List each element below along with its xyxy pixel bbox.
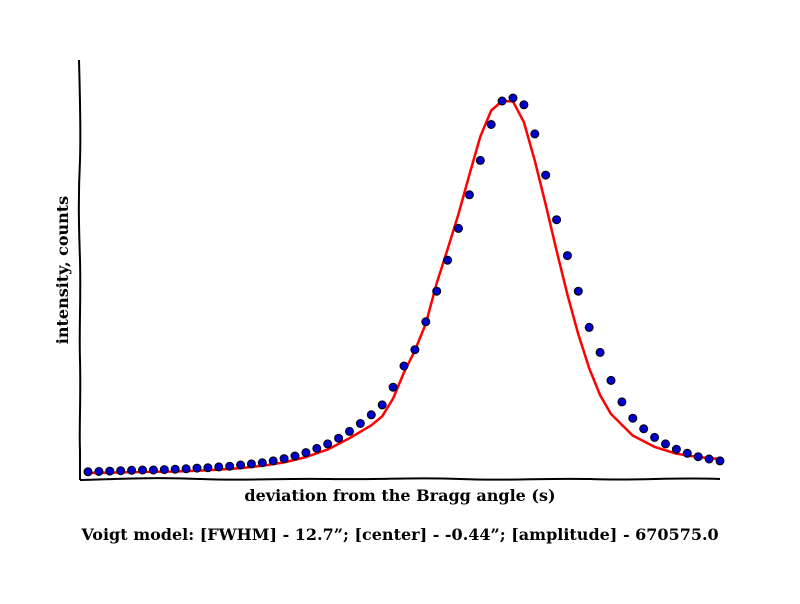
data-point bbox=[388, 382, 398, 392]
data-point bbox=[704, 454, 714, 464]
data-point bbox=[606, 375, 616, 385]
data-point bbox=[334, 433, 344, 443]
x-axis-title: deviation from the Bragg angle (s) bbox=[244, 486, 555, 505]
data-point bbox=[595, 347, 605, 357]
data-point bbox=[497, 96, 507, 106]
data-point bbox=[203, 463, 213, 473]
x-axis-line bbox=[79, 477, 721, 481]
data-point bbox=[225, 461, 235, 471]
data-point bbox=[170, 464, 180, 474]
data-point bbox=[486, 120, 496, 129]
data-point bbox=[268, 456, 278, 466]
data-point bbox=[693, 452, 703, 462]
data-point bbox=[715, 456, 725, 466]
data-point bbox=[181, 464, 191, 474]
data-point bbox=[410, 345, 420, 355]
data-point bbox=[323, 439, 333, 449]
data-point bbox=[639, 424, 649, 434]
data-point bbox=[584, 322, 594, 332]
data-point bbox=[508, 93, 518, 103]
data-point bbox=[236, 460, 246, 470]
fit-line bbox=[87, 99, 721, 475]
data-point bbox=[650, 432, 660, 442]
data-point bbox=[83, 467, 93, 477]
data-point bbox=[138, 465, 147, 475]
data-point bbox=[421, 317, 431, 327]
y-axis-title: intensity, counts bbox=[53, 196, 72, 344]
data-point bbox=[345, 426, 354, 436]
chart-caption: Voigt model: [FWHM] - 12.7”; [center] - … bbox=[80, 525, 718, 544]
data-point bbox=[661, 439, 670, 449]
data-point bbox=[159, 465, 169, 475]
data-point bbox=[475, 155, 485, 165]
data-point bbox=[214, 462, 224, 472]
data-point bbox=[454, 223, 463, 233]
data-point bbox=[366, 410, 376, 420]
data-point bbox=[116, 466, 126, 476]
data-point bbox=[541, 170, 551, 180]
data-point bbox=[432, 286, 442, 296]
data-point bbox=[127, 465, 137, 475]
data-point bbox=[94, 467, 104, 476]
data-point bbox=[301, 448, 311, 458]
data-point bbox=[530, 129, 540, 139]
data-point bbox=[148, 465, 158, 475]
data-point bbox=[312, 443, 322, 453]
data-point bbox=[355, 419, 365, 428]
data-point bbox=[192, 463, 202, 473]
y-axis-line bbox=[77, 59, 82, 480]
data-point bbox=[617, 397, 627, 407]
data-point bbox=[105, 466, 115, 476]
data-point bbox=[552, 215, 562, 225]
data-point bbox=[519, 100, 529, 110]
data-point bbox=[464, 190, 474, 200]
data-point bbox=[671, 444, 681, 454]
data-point bbox=[279, 454, 289, 464]
data-point bbox=[257, 458, 267, 468]
data-point bbox=[562, 251, 572, 261]
data-point bbox=[628, 413, 638, 423]
data-point bbox=[399, 361, 409, 371]
data-point bbox=[290, 451, 300, 461]
data-point bbox=[573, 286, 583, 296]
data-point bbox=[443, 255, 453, 265]
data-point bbox=[246, 459, 256, 469]
data-point bbox=[377, 400, 387, 410]
data-point bbox=[682, 448, 692, 458]
chart-marks bbox=[83, 93, 725, 477]
